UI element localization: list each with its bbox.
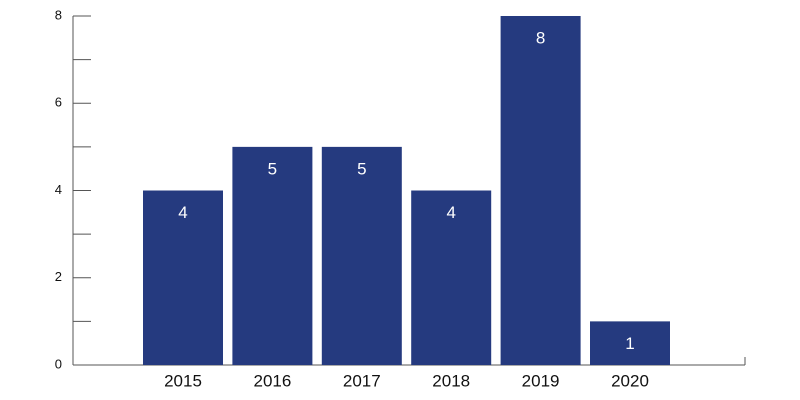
y-tick-label: 8 (55, 7, 62, 22)
bar (500, 16, 581, 365)
x-tick-label: 2016 (253, 371, 291, 390)
y-tick-label: 0 (55, 356, 62, 371)
y-tick-label: 6 (55, 95, 62, 110)
value-label: 5 (268, 159, 277, 178)
x-tick-label: 2017 (343, 371, 381, 390)
value-label: 4 (178, 203, 187, 222)
value-label: 8 (536, 28, 545, 47)
bar (590, 321, 670, 365)
value-label: 1 (625, 334, 634, 353)
value-label: 4 (446, 203, 455, 222)
bar (321, 146, 402, 365)
value-label: 5 (357, 159, 366, 178)
bar (232, 146, 313, 365)
x-tick-label: 2015 (164, 371, 202, 390)
bar (143, 190, 223, 365)
x-tick-label: 2018 (432, 371, 470, 390)
bar (411, 190, 492, 365)
x-tick-label: 2019 (522, 371, 560, 390)
x-tick-label: 2020 (611, 371, 649, 390)
y-tick-label: 2 (55, 269, 62, 284)
y-tick-label: 4 (55, 182, 62, 197)
